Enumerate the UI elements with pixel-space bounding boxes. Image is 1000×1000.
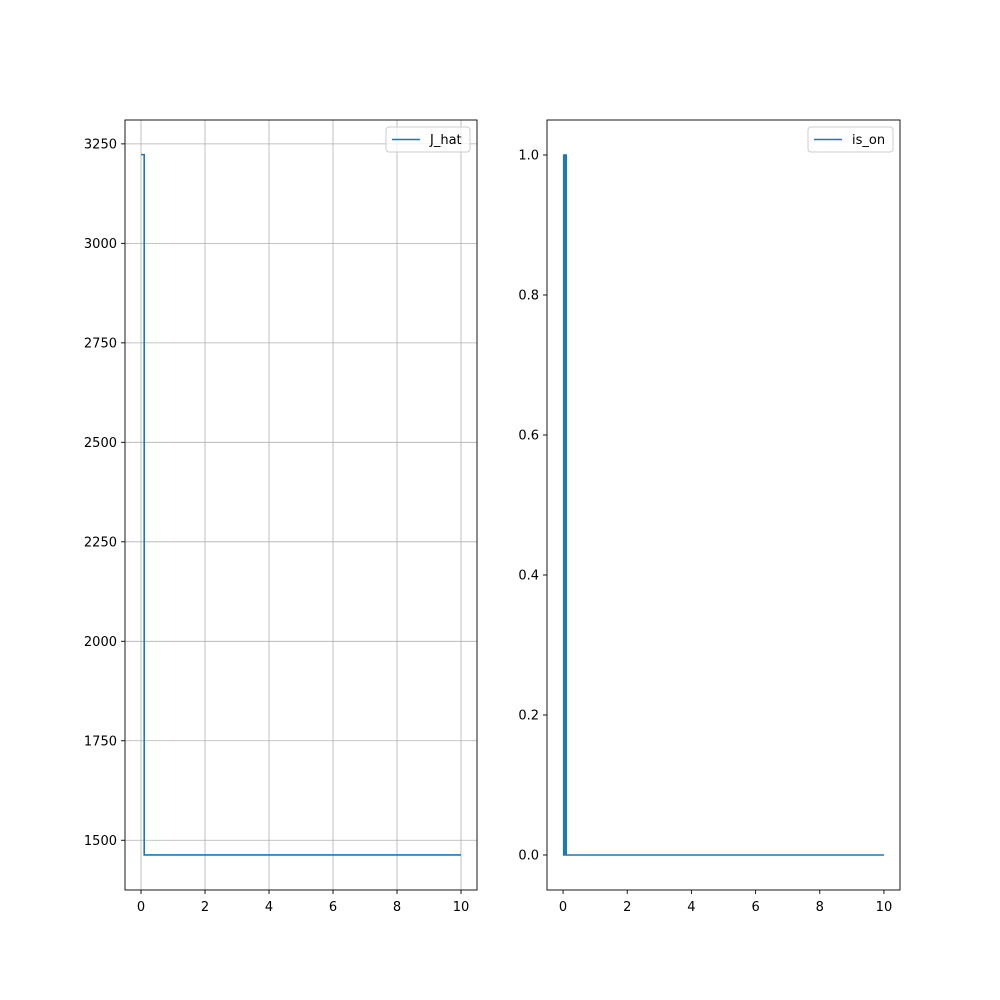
x-tick-label: 0 [137,900,145,915]
legend-box [385,126,471,153]
series-line [562,154,884,856]
legend-is-on: is_on [807,126,894,153]
y-tick-label: 0.6 [518,429,539,444]
x-tick-label: 2 [201,900,209,915]
x-ticks-is-on: 0 2 4 6 8 10 [559,890,892,915]
y-tick-label: 3000 [84,237,117,252]
x-tick-label: 2 [623,900,631,915]
legend-j-hat: J_hat [385,126,471,153]
y-tick-label: 1750 [84,734,117,749]
y-tick-label: 2250 [84,535,117,550]
y-tick-label: 2500 [84,436,117,451]
y-tick-label: 0.4 [518,569,539,584]
x-tick-label: 10 [453,900,470,915]
y-tick-label: 0.2 [518,709,539,724]
axes-frame-j-hat [124,119,478,891]
x-tick-label: 8 [393,900,401,915]
x-tick-label: 8 [816,900,824,915]
series-is-on [562,154,884,856]
x-tick-label: 4 [687,900,695,915]
y-tick-label: 0.8 [518,289,539,304]
y-tick-label: 0.0 [518,849,539,864]
chart-j-hat: 0 2 4 6 8 10 1500 1750 2000 2250 2500 2750 3000 3250… [84,119,478,915]
series-line [141,153,461,856]
x-tick-label: 6 [329,900,337,915]
x-tick-label: 6 [751,900,759,915]
x-tick-label: 10 [876,900,893,915]
x-tick-label: 0 [559,900,567,915]
y-ticks-j-hat: 1500 1750 2000 2250 2500 2750 3000 3250 [84,137,125,849]
x-tick-label: 4 [265,900,273,915]
y-tick-label: 1500 [84,834,117,849]
legend-label-is-on: is_on [852,133,885,148]
legend-box [807,126,894,153]
y-tick-label: 1.0 [518,149,539,164]
y-tick-label: 3250 [84,137,117,152]
series-j-hat [141,153,461,856]
y-ticks-is-on: 0.0 0.2 0.4 0.6 0.8 1.0 [518,149,547,864]
y-tick-label: 2000 [84,635,117,650]
chart-is-on: 0 2 4 6 8 10 0.0 0.2 0.4 0.6 0.8 1.0 is_on [518,119,901,915]
axes-frame-is-on [546,119,901,891]
legend-label-j-hat: J_hat [429,133,462,148]
grid-j-hat [125,120,477,890]
y-tick-label: 2750 [84,336,117,351]
x-ticks-j-hat: 0 2 4 6 8 10 [137,890,469,915]
